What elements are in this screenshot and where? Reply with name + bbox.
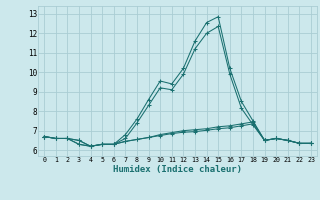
X-axis label: Humidex (Indice chaleur): Humidex (Indice chaleur)	[113, 165, 242, 174]
